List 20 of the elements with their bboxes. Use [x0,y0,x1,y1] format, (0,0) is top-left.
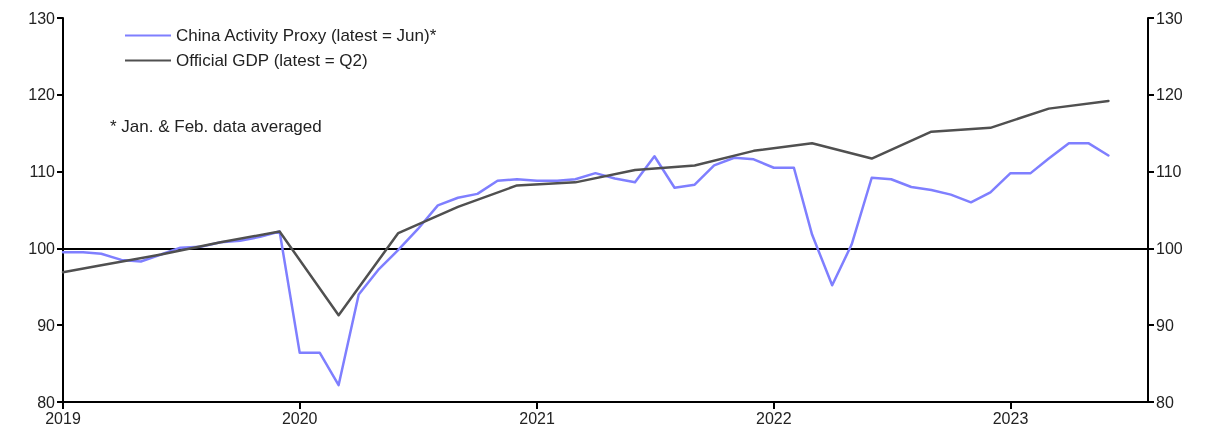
x-tick-label: 2021 [519,409,555,427]
legend-label: Official GDP (latest = Q2) [176,51,368,70]
y2-tick-label: 100 [1156,239,1183,257]
y-tick-label: 120 [28,86,56,104]
x-tick-label: 2020 [281,409,318,427]
legend-label: China Activity Proxy (latest = Jun)* [176,26,437,45]
y-tick-label: 130 [28,9,56,27]
y2-tick-label: 110 [1156,163,1182,181]
x-tick-label: 2023 [992,409,1029,427]
annotation: * Jan. & Feb. data averaged [110,117,322,136]
y-tick-label: 90 [37,316,56,334]
y2-tick-label: 80 [1156,393,1174,411]
y-tick-label: 100 [28,239,56,257]
y2-tick-label: 120 [1156,86,1183,104]
y-tick-label: 80 [37,393,56,411]
y2-tick-label: 90 [1156,316,1174,334]
y-tick-label: 110 [29,163,56,181]
y2-tick-label: 130 [1156,9,1183,27]
x-tick-label: 2019 [45,409,81,427]
x-tick-label: 2022 [756,409,792,427]
